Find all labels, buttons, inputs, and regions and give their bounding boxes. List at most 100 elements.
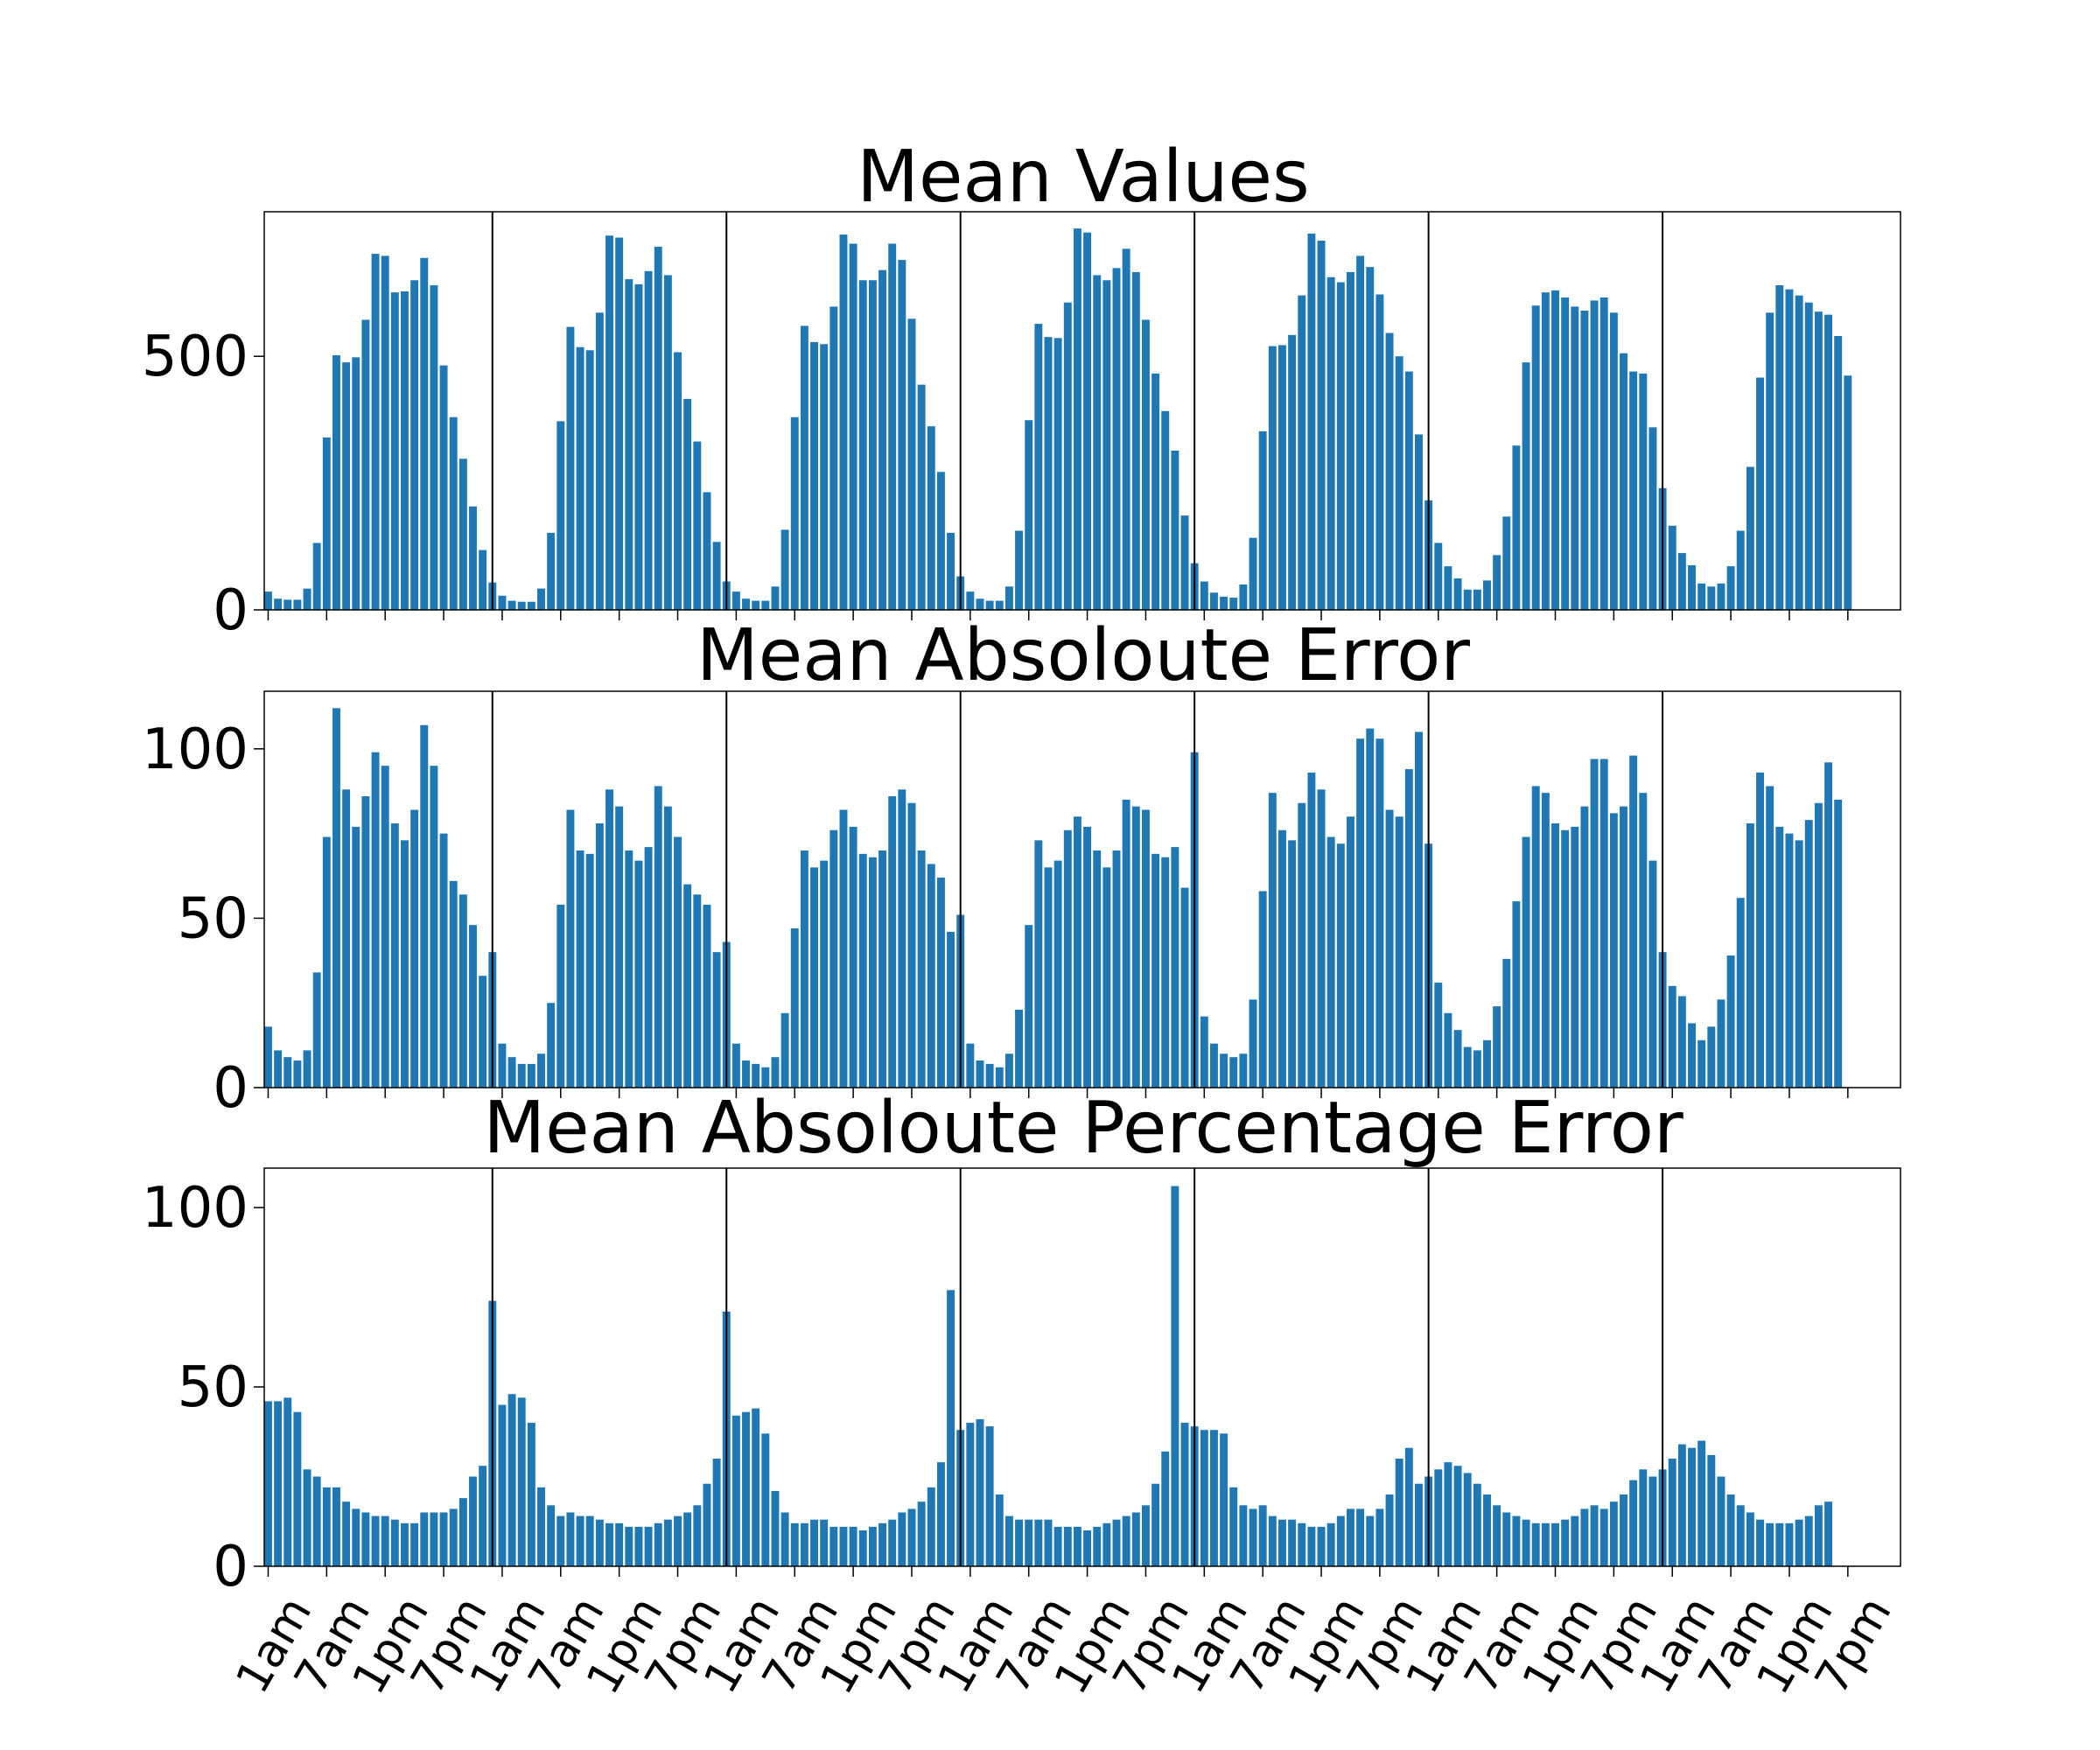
mean-values-bar bbox=[1415, 434, 1423, 610]
mape-bar bbox=[390, 1519, 399, 1566]
mape-title: Mean Absoloute Percentage Error bbox=[483, 1087, 1684, 1170]
mean-values-bar bbox=[1541, 292, 1550, 610]
mae-bar bbox=[703, 904, 711, 1088]
mae-bar bbox=[1249, 999, 1257, 1088]
mape-bar bbox=[1268, 1516, 1277, 1566]
mean-values-bar bbox=[606, 235, 613, 610]
mean-values-bar bbox=[644, 270, 653, 610]
mae-bar bbox=[907, 802, 916, 1088]
mean-values-bar bbox=[1766, 312, 1774, 610]
mape-bar bbox=[654, 1522, 662, 1566]
mean-values-bar bbox=[322, 437, 331, 610]
mape-bar bbox=[1220, 1433, 1228, 1566]
mean-values-bar bbox=[1229, 598, 1238, 610]
mae-bar bbox=[1493, 1006, 1502, 1088]
mean-values-bar bbox=[1073, 228, 1082, 610]
mape-bar bbox=[1054, 1526, 1062, 1566]
mape-bar bbox=[1336, 1516, 1345, 1566]
mape-bar bbox=[1093, 1526, 1102, 1566]
mean-values-bar bbox=[1620, 353, 1628, 610]
mae-bar bbox=[1561, 830, 1570, 1088]
mean-values-bar bbox=[537, 588, 545, 610]
mae-bar bbox=[1502, 958, 1511, 1088]
x-axis: 1am7am1pm7pm1am7am1pm7pm1am7am1pm7pm1am7… bbox=[227, 1588, 1902, 1703]
mae-bar bbox=[1278, 830, 1286, 1088]
mean-values-bar bbox=[1131, 271, 1140, 610]
mean-values-bar bbox=[1347, 271, 1354, 610]
mae-bar bbox=[458, 894, 467, 1088]
mape-bar bbox=[1620, 1494, 1628, 1566]
mae-bar bbox=[917, 850, 926, 1088]
mape-bar bbox=[849, 1526, 858, 1566]
mape-bar bbox=[1239, 1505, 1248, 1566]
mae-bar bbox=[322, 836, 331, 1088]
mae-bar bbox=[888, 796, 897, 1088]
mape-bar bbox=[907, 1508, 916, 1566]
mean-values-bar bbox=[1034, 324, 1043, 610]
mae-bar bbox=[858, 853, 867, 1088]
mae-bar bbox=[1571, 826, 1579, 1088]
mape-bar bbox=[585, 1516, 594, 1566]
mape-bar bbox=[888, 1519, 897, 1566]
mae-bar bbox=[1677, 996, 1686, 1088]
mean-values-bar bbox=[888, 243, 897, 610]
mean-values-bar bbox=[1736, 530, 1745, 610]
mean-values-bar bbox=[1239, 584, 1248, 610]
mae-bar bbox=[790, 928, 799, 1088]
mape-bar bbox=[1063, 1526, 1072, 1566]
mape-bar bbox=[810, 1519, 818, 1566]
mae-plot-frame bbox=[263, 690, 1901, 1088]
mae-bar bbox=[1551, 823, 1559, 1088]
mean-values-bar bbox=[469, 506, 477, 610]
mean-values-bar bbox=[858, 280, 867, 610]
mae-bar bbox=[674, 836, 682, 1088]
mean-values-bar bbox=[1307, 233, 1316, 610]
mae-bar bbox=[1766, 786, 1774, 1088]
mape-bar bbox=[469, 1476, 477, 1566]
mape-bar bbox=[771, 1490, 780, 1566]
mae-bar bbox=[830, 830, 838, 1088]
mape-bar bbox=[1356, 1508, 1365, 1566]
mape-bar bbox=[1512, 1516, 1521, 1566]
mean-values-bar bbox=[498, 595, 507, 610]
mean-values-bar bbox=[479, 550, 487, 610]
mean-values-bar bbox=[1102, 280, 1111, 610]
mean-values-bar bbox=[449, 416, 458, 610]
mean-values-bar bbox=[761, 600, 770, 610]
mean-values-bar bbox=[1453, 578, 1462, 610]
mape-bar bbox=[820, 1519, 829, 1566]
mape-bar bbox=[1102, 1522, 1111, 1566]
mape-bar bbox=[1307, 1526, 1316, 1566]
mean-values-y-axis: 0 500 bbox=[142, 325, 264, 643]
mean-values-bar bbox=[293, 599, 302, 610]
mae-bar bbox=[1268, 793, 1277, 1088]
mae-bar bbox=[644, 847, 653, 1088]
mae-bar bbox=[780, 1012, 789, 1088]
mean-values-bar bbox=[1795, 295, 1803, 610]
mae-bar bbox=[1541, 793, 1550, 1088]
mean-values-plot-frame bbox=[263, 211, 1901, 611]
mae-bar bbox=[1131, 806, 1140, 1088]
mean-values-bar bbox=[1590, 300, 1599, 610]
mae-bar bbox=[1639, 793, 1648, 1088]
mae-bar bbox=[1034, 840, 1043, 1088]
mae-bar bbox=[1688, 1023, 1696, 1088]
mean-values-bar bbox=[1376, 294, 1384, 610]
mae-bar bbox=[1093, 850, 1102, 1088]
mae-bar bbox=[1239, 1054, 1248, 1088]
mape-bar bbox=[1347, 1508, 1354, 1566]
mae-y-tick-label: 50 bbox=[178, 886, 248, 951]
mae-bar bbox=[1512, 901, 1521, 1088]
mape-bar bbox=[1298, 1522, 1306, 1566]
mape-bar bbox=[1522, 1519, 1530, 1566]
mae-bar bbox=[1326, 836, 1335, 1088]
mae-bar bbox=[985, 1063, 994, 1088]
mape-bar bbox=[284, 1397, 292, 1566]
mae-bar bbox=[1112, 850, 1121, 1088]
mean-values-bar bbox=[703, 492, 711, 610]
mape-bar bbox=[1473, 1483, 1481, 1566]
mape-bar bbox=[1756, 1519, 1764, 1566]
mean-values-bar bbox=[663, 275, 672, 610]
mae-bar bbox=[1609, 813, 1618, 1088]
mae-bar bbox=[732, 1043, 740, 1088]
